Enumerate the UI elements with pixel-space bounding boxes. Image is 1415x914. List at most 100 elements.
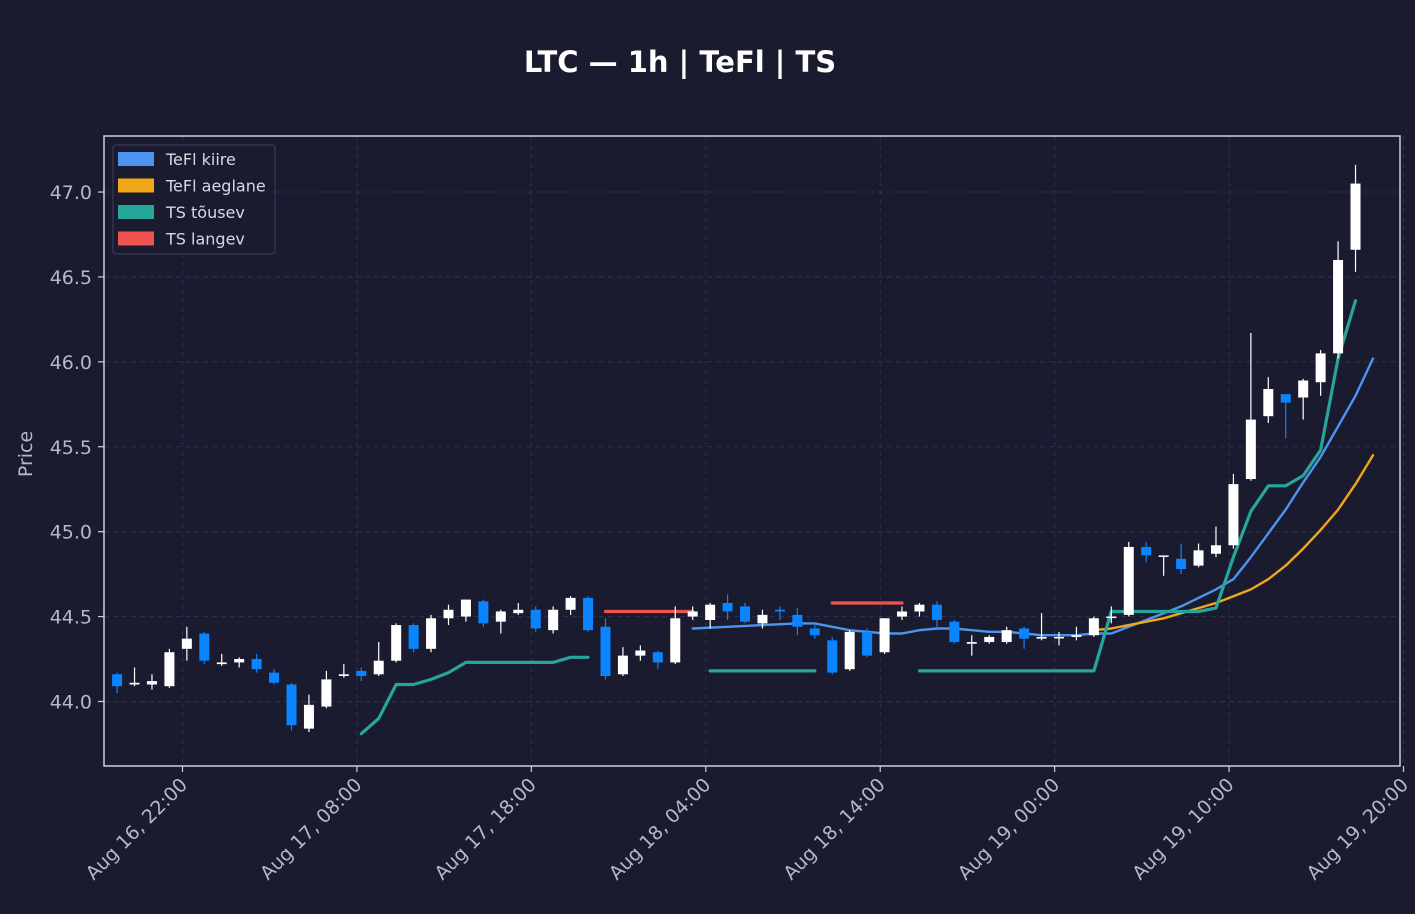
candle-up [303, 704, 314, 729]
candle-down [286, 684, 297, 726]
y-tick-label: 46.0 [50, 352, 92, 374]
candle-up [1228, 484, 1239, 546]
plot-frame [103, 135, 1401, 767]
legend-swatch [118, 178, 154, 193]
candle-down [199, 633, 210, 661]
candle-down [949, 621, 960, 643]
candles-layer [112, 164, 1361, 733]
candle-up [513, 609, 524, 614]
chart-title: LTC — 1h | TeFl | TS [524, 45, 836, 79]
candle-up [1123, 546, 1134, 615]
candle-up [705, 604, 716, 620]
legend: TeFl kiire TeFl aeglane TS tõusev TS langev [112, 144, 276, 255]
candle-down [600, 626, 611, 676]
candle-up [1210, 545, 1221, 554]
y-tick-label: 46.5 [50, 267, 92, 289]
candle-up [1298, 380, 1309, 398]
grid-lines [104, 136, 1404, 766]
candle-up [897, 611, 908, 617]
candle-up [548, 609, 559, 631]
legend-label: TeFl aeglane [165, 177, 266, 196]
candle-up [1263, 389, 1274, 417]
candle-up [1053, 636, 1064, 639]
candle-up [565, 597, 576, 610]
legend-swatch [118, 152, 154, 166]
legend-swatch [118, 205, 154, 219]
candle-up [164, 652, 175, 687]
candle-down [792, 614, 803, 627]
legend-label: TS tõusev [165, 203, 245, 222]
candle-up [443, 609, 454, 619]
candle-up [1333, 259, 1344, 354]
candle-up [670, 618, 681, 663]
candle-up [1106, 616, 1117, 619]
candle-up [687, 611, 698, 617]
candle-down [478, 601, 489, 624]
candle-up [1001, 630, 1012, 643]
candle-down [251, 659, 262, 670]
y-tick-label: 44.5 [50, 607, 92, 629]
candle-down [722, 602, 733, 612]
legend-swatch [118, 231, 154, 246]
candle-up [181, 638, 192, 649]
candle-up [129, 682, 140, 685]
candle-down [356, 670, 367, 676]
y-axis-ticks: 44.0 44.5 45.0 45.5 46.0 46.5 47.0 [50, 182, 104, 713]
candle-up [635, 650, 646, 656]
candle-down [1019, 628, 1030, 639]
candle-down [112, 674, 123, 687]
candle-up [216, 662, 227, 665]
legend-label: TS langev [165, 230, 245, 249]
candle-up [984, 636, 995, 643]
y-tick-label: 44.0 [50, 691, 92, 713]
candle-up [391, 625, 402, 661]
candle-down [1176, 558, 1187, 570]
candle-down [583, 597, 594, 631]
candle-up [1315, 353, 1326, 383]
series-line-ts-tõusev [917, 299, 1358, 673]
candle-up [1193, 550, 1204, 566]
candle-up [966, 642, 977, 644]
candle-down [269, 672, 280, 683]
y-tick-label: 45.0 [50, 522, 92, 544]
candle-up [1350, 183, 1361, 250]
legend-label: TeFl kiire [165, 150, 236, 169]
candle-up [1245, 419, 1256, 480]
candle-down [530, 609, 541, 629]
candle-down [652, 652, 663, 663]
candle-up [617, 655, 628, 675]
y-tick-label: 47.0 [50, 182, 92, 204]
y-axis-label: Price [15, 431, 37, 477]
candle-up [757, 614, 768, 624]
candle-up [914, 604, 925, 612]
candle-up [879, 618, 890, 653]
candle-up [373, 660, 384, 675]
candle-up [146, 681, 157, 685]
candle-down [809, 628, 820, 636]
series-line-tefl-aeglane [1092, 454, 1375, 632]
candle-up [321, 679, 332, 707]
candle-down [931, 604, 942, 620]
candle-up [460, 599, 471, 617]
candle-down [862, 631, 873, 656]
candle-down [774, 609, 785, 612]
candle-up [1088, 618, 1099, 636]
candle-up [338, 674, 349, 676]
candle-up [426, 618, 437, 649]
candle-down [1280, 394, 1291, 403]
candle-up [1158, 555, 1169, 557]
candle-down [408, 625, 419, 649]
y-tick-label: 45.5 [50, 437, 92, 459]
candle-up [234, 659, 245, 663]
candle-down [827, 640, 838, 673]
legend-box [112, 144, 276, 255]
candle-down [1141, 546, 1152, 556]
candle-up [1071, 635, 1082, 637]
series-line-ts-tõusev [359, 655, 590, 736]
candle-down [740, 606, 751, 622]
candle-up [495, 611, 506, 622]
candle-up [1036, 636, 1047, 639]
candle-up [844, 631, 855, 670]
